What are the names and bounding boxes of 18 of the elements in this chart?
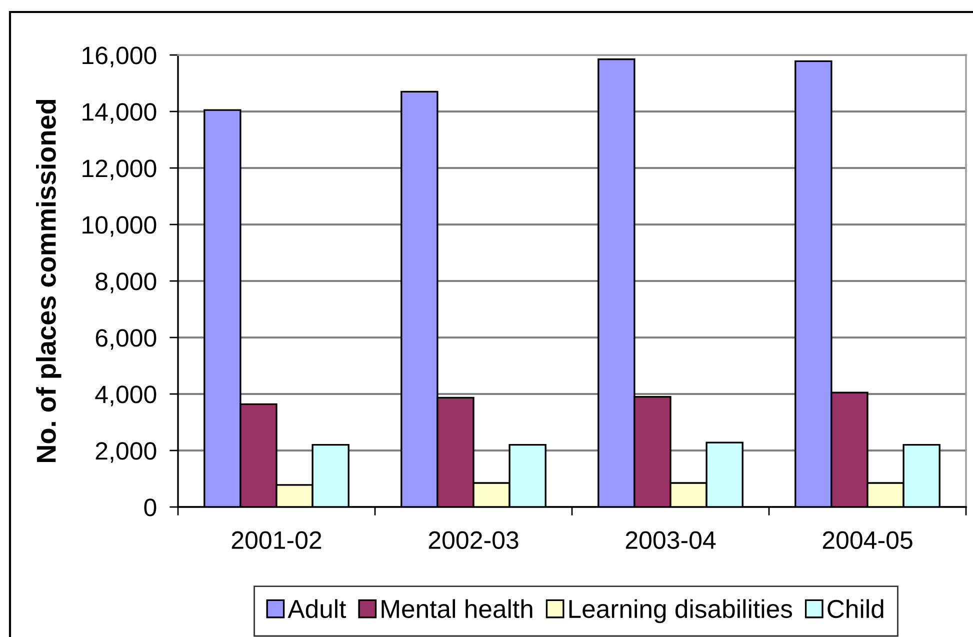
y-tick-label: 10,000 xyxy=(82,216,156,237)
y-tick-label: 8,000 xyxy=(96,272,156,294)
x-tick-label: 2001-02 xyxy=(232,531,322,549)
y-tick-label: 6,000 xyxy=(96,329,156,350)
x-tick-label: 2002-03 xyxy=(428,531,518,549)
y-tick-label: 0 xyxy=(144,498,156,516)
x-tick-label: 2003-04 xyxy=(626,531,716,549)
y-tick-label: 14,000 xyxy=(82,103,156,124)
y-tick-label: 2,000 xyxy=(96,442,156,463)
legend-label: Child xyxy=(828,599,884,618)
legend-label: Mental health xyxy=(382,599,532,618)
legend-label: Adult xyxy=(288,599,346,618)
y-tick-label: 12,000 xyxy=(82,160,156,180)
y-axis-title: No. of places commissioned xyxy=(36,100,62,462)
y-tick-label: 16,000 xyxy=(82,46,156,68)
legend-label: Learning disabilities xyxy=(569,599,792,624)
x-tick-label: 2004-05 xyxy=(822,531,912,549)
y-tick-label: 4,000 xyxy=(95,386,156,406)
